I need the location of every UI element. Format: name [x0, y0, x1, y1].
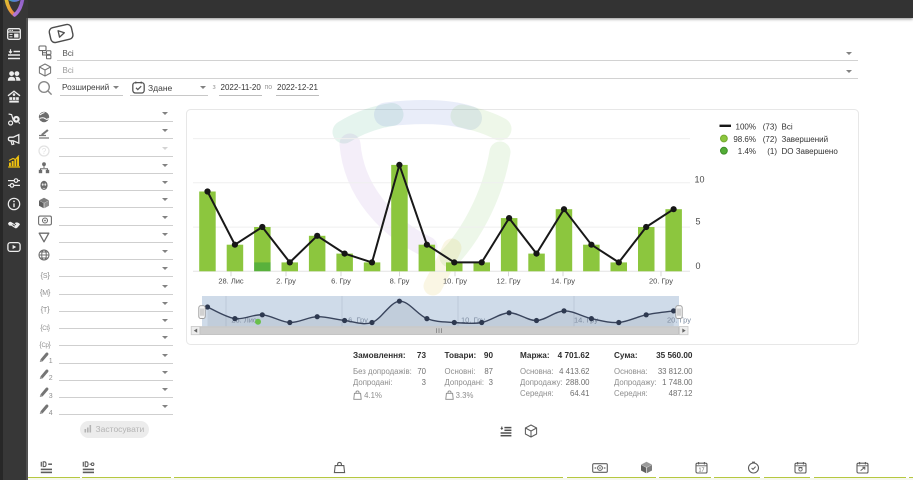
svg-text:1: 1 — [49, 358, 53, 364]
svg-text:?: ? — [42, 147, 47, 156]
svg-text:28. Лис: 28. Лис — [218, 277, 244, 286]
svg-text:(1): (1) — [767, 147, 777, 156]
svg-text:20. Гру: 20. Гру — [649, 277, 673, 286]
svg-text:Всі: Всі — [782, 122, 793, 131]
svg-text:8. Гру: 8. Гру — [390, 277, 410, 286]
svg-text:10. Гру: 10. Гру — [443, 277, 467, 286]
svg-text:6. Гру: 6. Гру — [348, 316, 368, 325]
svg-text:Завершений: Завершений — [782, 135, 829, 144]
svg-text:12. Гру: 12. Гру — [497, 277, 521, 286]
svg-text:4: 4 — [49, 410, 53, 416]
svg-text:98.6%: 98.6% — [733, 135, 756, 144]
svg-text:5: 5 — [696, 217, 701, 227]
svg-text:14. Гру: 14. Гру — [551, 277, 575, 286]
svg-text:2: 2 — [49, 375, 53, 381]
svg-text:28. Лис: 28. Лис — [231, 316, 257, 325]
svg-text:20. Гру: 20. Гру — [667, 316, 691, 325]
svg-text:3: 3 — [49, 393, 53, 399]
svg-text:10. Гру: 10. Гру — [461, 316, 485, 325]
svg-text:(72): (72) — [763, 135, 778, 144]
svg-text:2. Гру: 2. Гру — [276, 277, 296, 286]
svg-text:10: 10 — [695, 174, 705, 184]
svg-text:100%: 100% — [736, 122, 756, 131]
svg-text:14. Гру: 14. Гру — [574, 316, 598, 325]
svg-text:(73): (73) — [763, 122, 778, 131]
svg-text:0: 0 — [696, 261, 701, 271]
svg-text:17: 17 — [699, 468, 705, 474]
svg-text:6. Гру: 6. Гру — [331, 277, 351, 286]
svg-text:DO Завершено: DO Завершено — [782, 147, 839, 156]
svg-text:1.4%: 1.4% — [738, 147, 756, 156]
